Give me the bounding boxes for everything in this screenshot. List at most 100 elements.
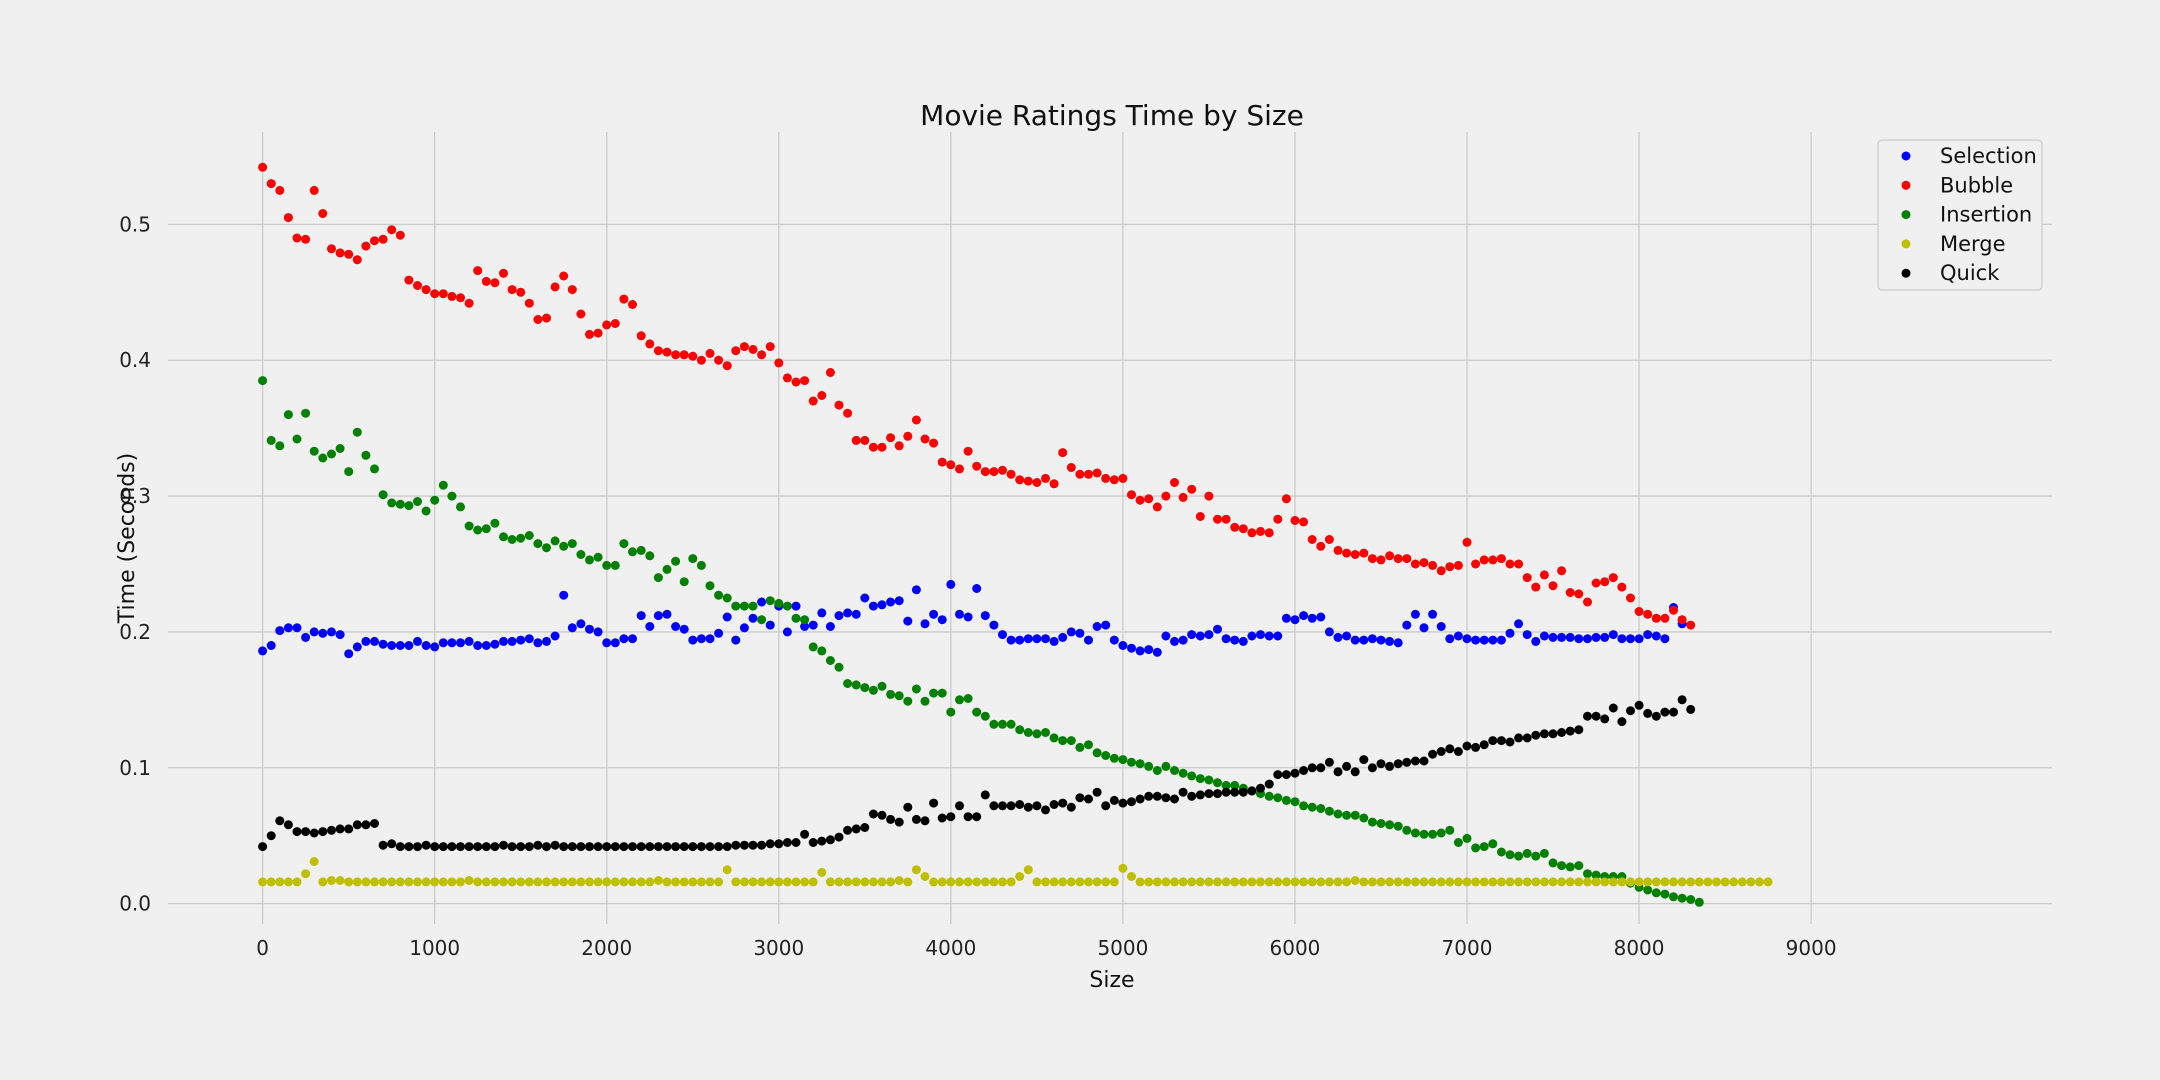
data-point — [722, 361, 732, 371]
data-point — [920, 872, 930, 881]
data-point — [1049, 800, 1059, 809]
data-point — [602, 638, 612, 648]
data-point — [421, 506, 431, 516]
data-point — [1471, 843, 1481, 853]
data-point — [1187, 791, 1197, 801]
data-point — [602, 560, 612, 570]
data-point — [266, 435, 276, 445]
data-point — [1015, 475, 1025, 485]
data-point — [860, 823, 870, 832]
data-point — [1299, 517, 1309, 527]
data-point — [1471, 559, 1481, 569]
data-point — [868, 601, 878, 611]
data-point — [585, 329, 594, 339]
data-point — [1436, 622, 1446, 631]
data-point — [370, 877, 379, 887]
data-point — [344, 877, 354, 887]
data-point — [1763, 877, 1773, 887]
data-point — [671, 877, 681, 887]
data-point — [283, 820, 293, 830]
data-point — [275, 816, 285, 826]
data-point — [1410, 756, 1420, 766]
data-point — [1075, 628, 1085, 638]
data-point — [782, 627, 792, 637]
data-point — [946, 877, 956, 887]
data-point — [473, 842, 483, 852]
data-point — [851, 609, 861, 619]
data-point — [352, 642, 362, 652]
data-point — [688, 877, 698, 887]
data-point — [1522, 630, 1532, 640]
data-point — [499, 877, 508, 887]
x-tick-label: 4000 — [925, 936, 976, 960]
data-point — [834, 832, 844, 842]
y-tick-label: 0.5 — [119, 212, 151, 236]
data-point — [1402, 757, 1412, 767]
data-point — [1221, 787, 1231, 797]
data-point — [335, 444, 345, 453]
data-point — [671, 556, 681, 566]
y-tick-label: 0.2 — [119, 620, 151, 644]
data-point — [542, 842, 551, 852]
data-point — [662, 877, 672, 887]
data-point — [1643, 877, 1653, 887]
data-point — [731, 635, 741, 645]
data-point — [1453, 560, 1463, 570]
data-point — [361, 450, 371, 460]
data-point — [1290, 615, 1300, 625]
data-point — [1496, 877, 1506, 887]
data-point — [628, 842, 637, 852]
data-point — [610, 877, 620, 887]
data-point — [782, 601, 792, 611]
data-point — [1557, 861, 1567, 871]
data-point — [1161, 877, 1171, 887]
data-point — [413, 636, 422, 646]
data-point — [1170, 766, 1179, 775]
data-point — [456, 638, 465, 648]
data-point — [1032, 801, 1042, 811]
data-point — [877, 877, 887, 887]
data-point — [808, 838, 818, 847]
data-point — [1144, 645, 1154, 655]
data-point — [258, 376, 268, 386]
series-bubble — [258, 162, 1696, 630]
data-point — [1359, 813, 1369, 823]
data-point — [542, 877, 551, 887]
data-point — [1213, 778, 1222, 788]
data-point — [1170, 636, 1179, 646]
data-point — [421, 877, 431, 887]
data-point — [1686, 620, 1696, 630]
data-point — [1307, 802, 1317, 812]
data-point — [903, 696, 913, 706]
data-point — [1402, 825, 1412, 835]
data-point — [791, 838, 801, 847]
data-point — [344, 824, 354, 834]
data-point — [1230, 787, 1240, 797]
data-point — [1273, 877, 1283, 887]
data-point — [903, 616, 913, 626]
data-point — [688, 842, 698, 852]
data-point — [1359, 635, 1369, 645]
data-point — [301, 869, 311, 879]
x-tick-label: 6000 — [1270, 936, 1321, 960]
data-point — [1247, 631, 1257, 641]
data-point — [1213, 514, 1222, 524]
data-point — [1281, 877, 1291, 887]
data-point — [1548, 858, 1558, 868]
data-point — [1152, 766, 1162, 775]
data-point — [361, 241, 371, 251]
data-point — [602, 877, 612, 887]
data-point — [533, 877, 543, 887]
data-point — [1127, 872, 1136, 881]
data-point — [800, 376, 810, 386]
legend: Selection Bubble Insertion Merge Quick — [1877, 139, 2043, 291]
data-point — [1531, 636, 1541, 646]
data-point — [1514, 619, 1524, 629]
data-point — [1049, 636, 1059, 646]
data-point — [1419, 623, 1429, 633]
data-point — [1367, 817, 1377, 827]
data-point — [1445, 877, 1455, 887]
data-point — [1247, 786, 1257, 796]
data-point — [1651, 711, 1661, 721]
data-point — [1488, 736, 1498, 746]
